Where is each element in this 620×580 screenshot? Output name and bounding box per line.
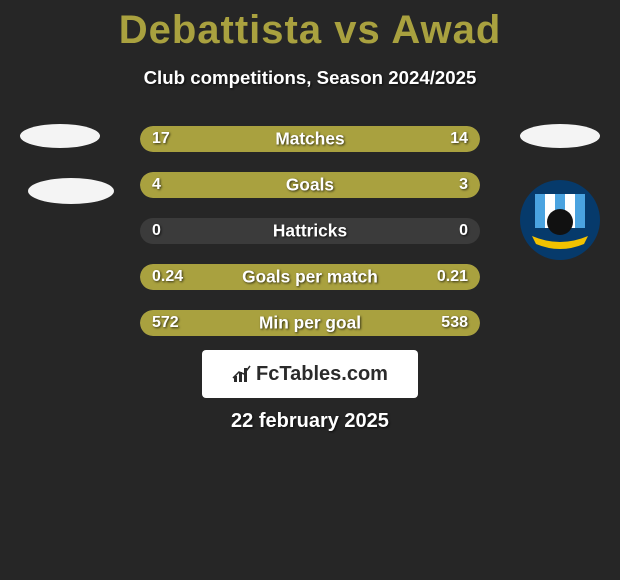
stat-row: 0 0 Hattricks [140,218,480,244]
stat-label: Hattricks [273,221,347,242]
stat-rows: 17 14 Matches 4 3 Goals 0 0 Hattricks 0.24 0.21 Goa… [140,126,480,356]
bar-chart-icon [232,364,252,384]
fctables-logo[interactable]: FcTables.com [202,350,418,398]
stat-value-left: 17 [152,130,170,148]
fctables-text: FcTables.com [256,363,388,386]
subtitle: Club competitions, Season 2024/2025 [0,67,620,89]
stat-row: 572 538 Min per goal [140,310,480,336]
stat-value-right: 14 [450,130,468,148]
right-player-shape [520,124,600,148]
stat-row: 17 14 Matches [140,126,480,152]
stat-value-left: 572 [152,314,179,332]
stat-label: Matches [275,129,344,150]
stat-fill-right [334,172,480,198]
stat-value-right: 3 [459,176,468,194]
comparison-card: Debattista vs Awad Club competitions, Se… [0,0,620,580]
stat-row: 4 3 Goals [140,172,480,198]
right-player-crest [520,180,600,260]
stat-value-right: 538 [441,314,468,332]
stat-label: Min per goal [259,313,361,334]
stat-value-left: 0 [152,222,161,240]
stat-value-right: 0.21 [437,268,468,286]
stat-value-left: 0.24 [152,268,183,286]
stat-label: Goals per match [242,267,378,288]
stat-row: 0.24 0.21 Goals per match [140,264,480,290]
stat-label: Goals [286,175,334,196]
page-title: Debattista vs Awad [0,0,620,53]
left-player-shape-2 [28,178,114,204]
date-text: 22 february 2025 [0,410,620,433]
stat-value-right: 0 [459,222,468,240]
stat-value-left: 4 [152,176,161,194]
left-player-shape-1 [20,124,100,148]
